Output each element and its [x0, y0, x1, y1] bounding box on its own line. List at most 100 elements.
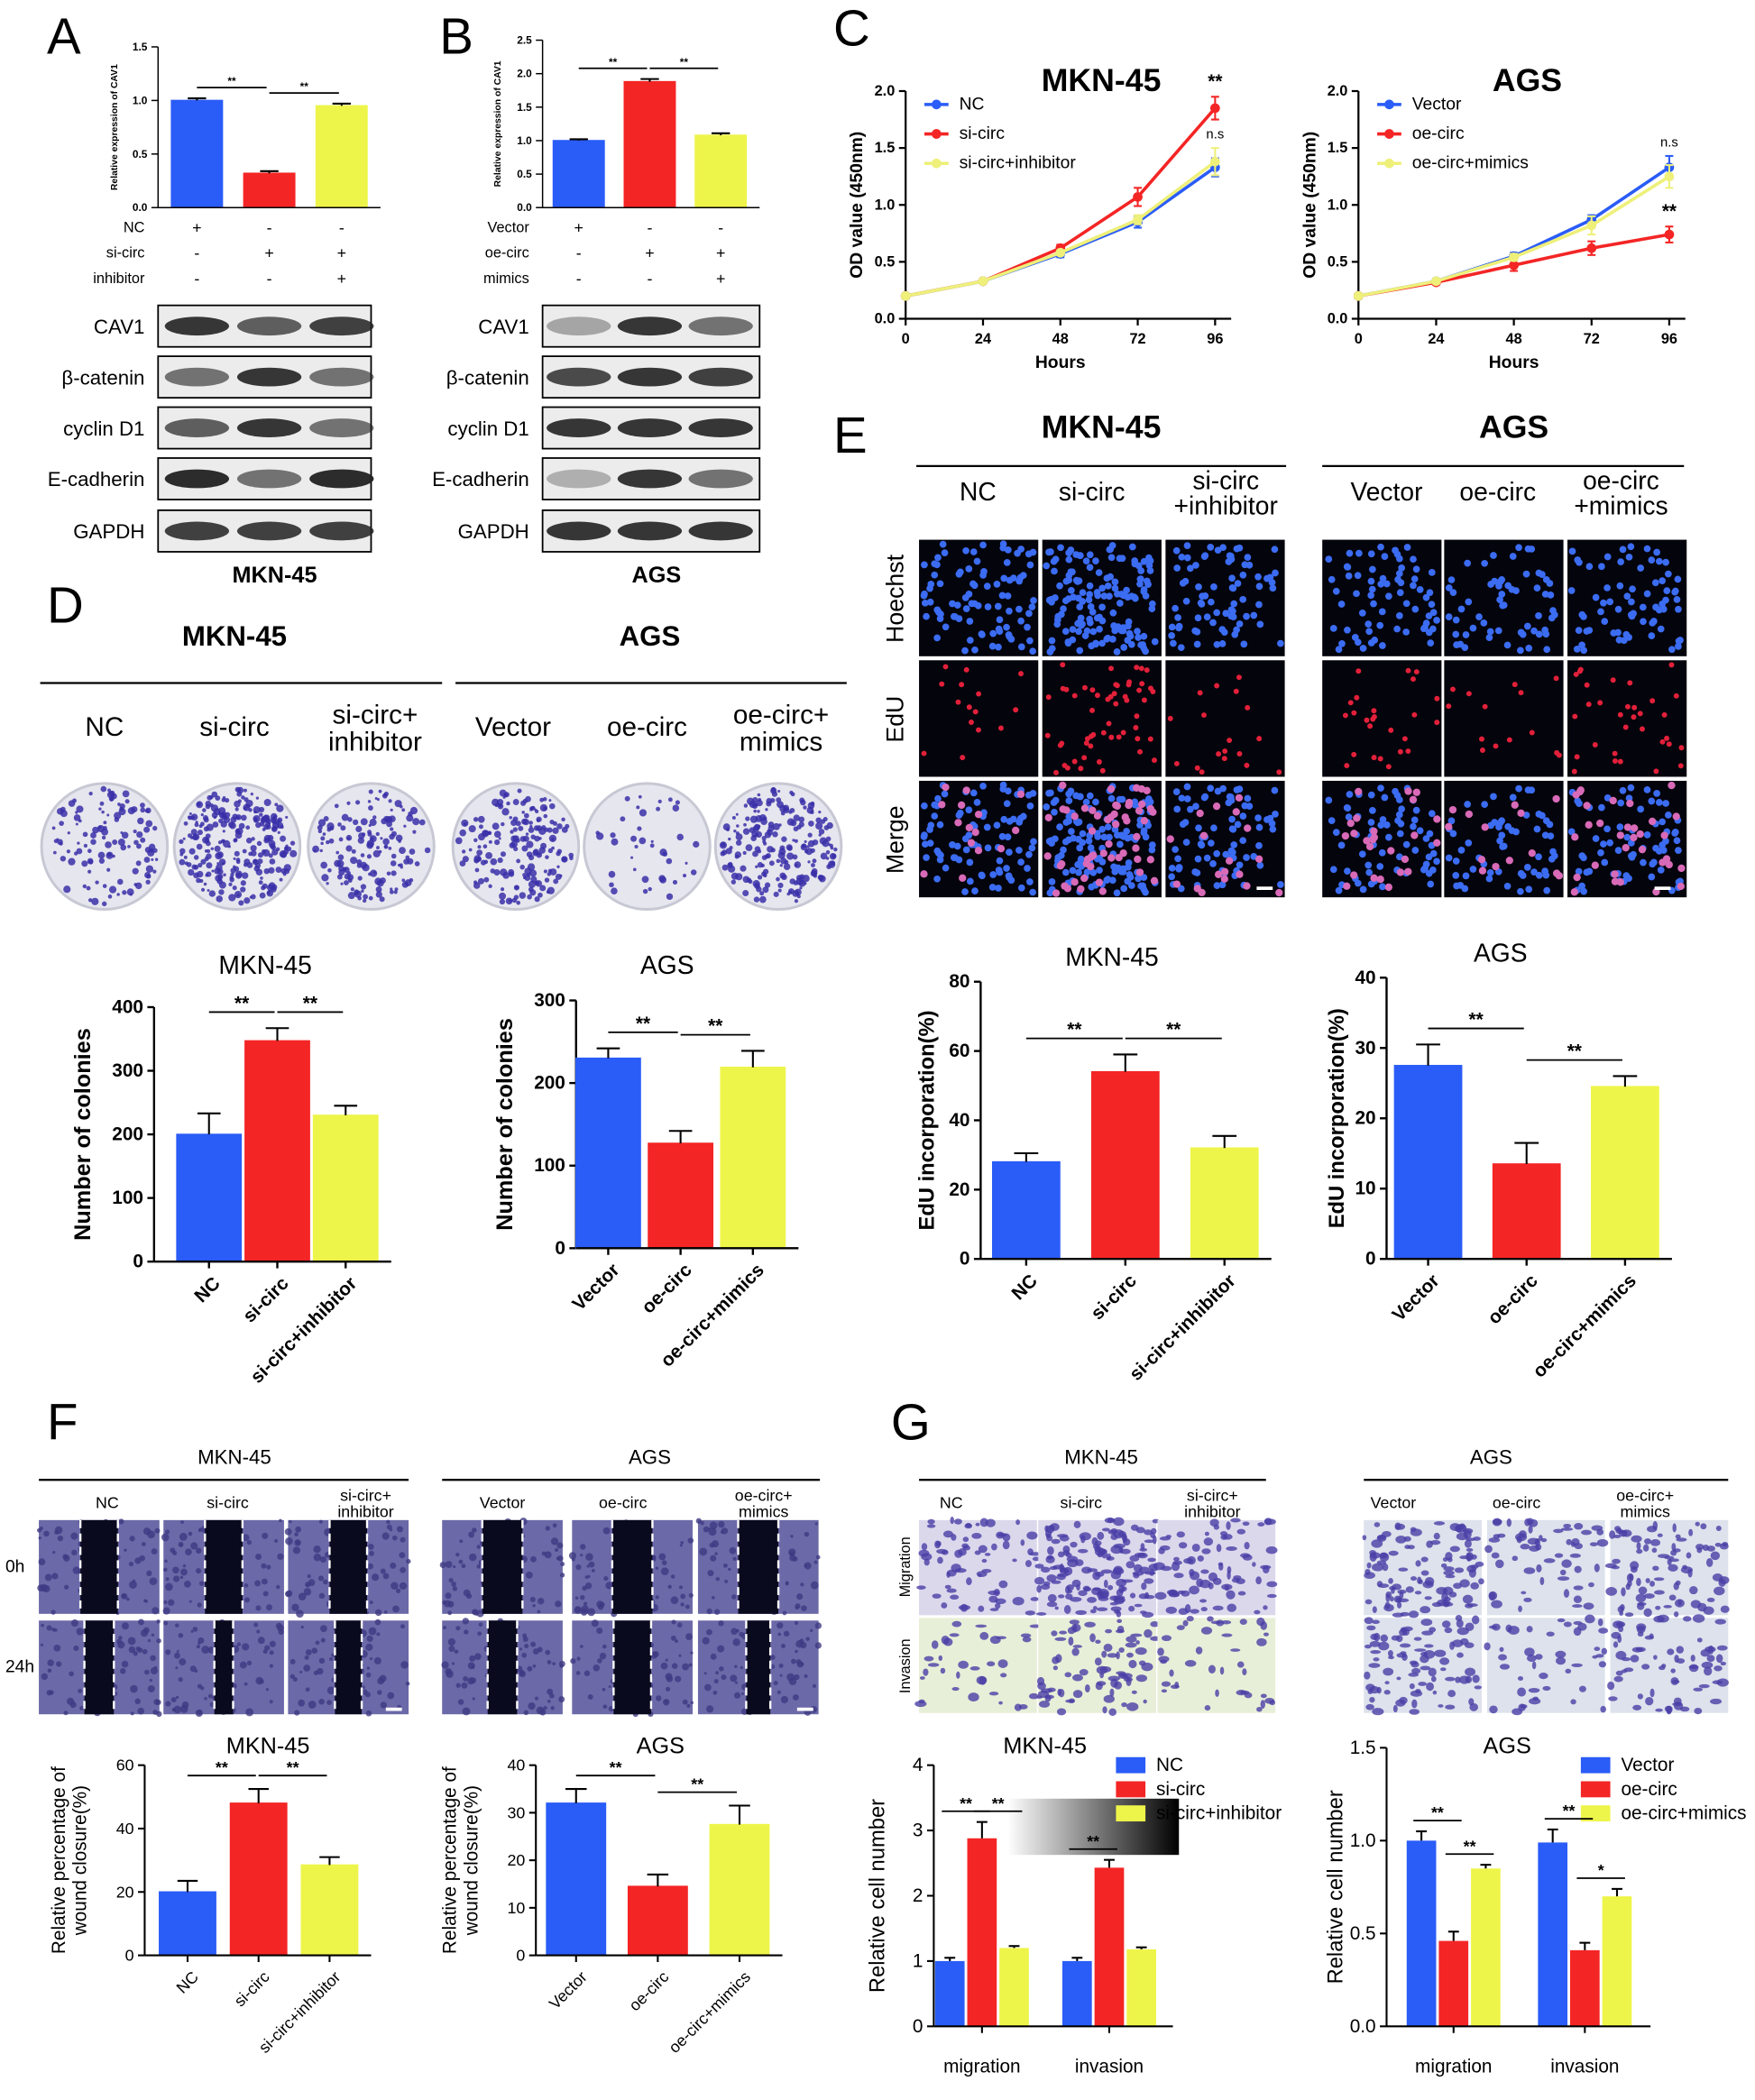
cell: [1221, 1633, 1233, 1637]
nucleus: [1628, 612, 1636, 620]
nucleus: [1207, 598, 1215, 606]
cell: [1073, 1520, 1081, 1528]
nucleus: [1068, 586, 1075, 594]
colony: [755, 865, 758, 868]
colony: [83, 843, 87, 848]
cell: [1447, 1690, 1456, 1698]
colony: [179, 852, 184, 857]
cell: [1589, 1542, 1598, 1546]
cell: [987, 1661, 996, 1667]
edu-nucleus: [1108, 734, 1115, 740]
colony: [136, 843, 142, 849]
colony: [88, 791, 93, 796]
cell: [121, 1660, 129, 1668]
cell: [918, 1699, 925, 1704]
cell: [294, 1532, 299, 1537]
colony: [482, 830, 489, 837]
cell: [380, 1568, 386, 1574]
nucleus: [1051, 567, 1058, 575]
cell: [165, 1582, 173, 1591]
cell: [1096, 1665, 1108, 1674]
cell: [940, 1667, 946, 1674]
cell: [1617, 1606, 1624, 1613]
nucleus: [1623, 592, 1631, 601]
cell: [277, 1624, 284, 1632]
cell: [522, 1633, 528, 1638]
edu-nucleus: [1636, 830, 1644, 839]
nucleus: [1496, 837, 1503, 845]
cell: [190, 1542, 198, 1550]
cell: [1044, 1694, 1054, 1700]
cell: [443, 1626, 446, 1630]
colony: [398, 839, 401, 843]
edu-nucleus: [1571, 833, 1579, 841]
nucleus: [1525, 885, 1533, 894]
cell: [1077, 1548, 1089, 1554]
cell: [179, 1658, 187, 1666]
colony: [370, 869, 378, 877]
colony: [519, 864, 525, 870]
colony: [179, 858, 186, 866]
edu-nucleus: [1659, 858, 1667, 867]
colony: [403, 824, 407, 828]
colony: [521, 811, 525, 814]
colony: [120, 844, 127, 851]
cell: [791, 1658, 796, 1664]
cell-line-label: AGS: [632, 563, 682, 588]
x-tick-label: 96: [1661, 331, 1677, 347]
nucleus: [1183, 783, 1191, 791]
colony: [528, 821, 533, 825]
nucleus: [1255, 601, 1263, 609]
colony: [59, 821, 64, 827]
cell: [608, 1685, 611, 1689]
nucleus: [1061, 628, 1070, 636]
nucleus: [1256, 861, 1264, 869]
point: [1586, 220, 1597, 231]
colony: [793, 826, 799, 832]
colony: [783, 863, 791, 870]
colony: [815, 817, 822, 823]
colony: [218, 812, 225, 819]
nucleus: [1499, 843, 1506, 850]
edu-nucleus: [1631, 714, 1637, 720]
nucleus: [1207, 839, 1215, 847]
cell: [1424, 1644, 1434, 1648]
colony: [258, 852, 263, 858]
legend-label: oe-circ+mimics: [1621, 1803, 1746, 1824]
nucleus: [1219, 544, 1227, 552]
cell: [740, 1692, 745, 1695]
edu-nucleus: [1078, 766, 1084, 772]
cell: [602, 1644, 607, 1649]
edu-nucleus: [1371, 714, 1377, 720]
colony: [280, 835, 287, 842]
point: [1133, 215, 1143, 225]
cell: [1000, 1673, 1007, 1678]
y-tick-label: 10: [507, 1899, 525, 1917]
edu-nucleus: [1107, 813, 1115, 821]
nucleus: [1107, 554, 1116, 562]
edu-nucleus: [1371, 708, 1377, 714]
nucleus: [1543, 646, 1551, 654]
scale-bar: [796, 1707, 813, 1711]
nucleus: [1061, 868, 1070, 876]
cell: [1621, 1587, 1626, 1597]
nucleus: [1239, 595, 1247, 603]
cell: [1421, 1630, 1434, 1636]
cell: [703, 1526, 710, 1533]
colony: [753, 809, 757, 813]
cell: [365, 1672, 372, 1678]
cell: [1365, 1703, 1374, 1710]
condition-label: +mimics: [1574, 491, 1668, 520]
cell: [1068, 1637, 1074, 1646]
cell: [458, 1559, 464, 1564]
colony: [209, 802, 214, 808]
dish: [583, 782, 712, 912]
cell: [1034, 1576, 1045, 1585]
edu-nucleus: [1138, 800, 1146, 809]
cell: [541, 1551, 547, 1556]
cell: [1379, 1552, 1388, 1559]
cell: [1383, 1690, 1391, 1695]
cell: [147, 1684, 155, 1692]
colony: [386, 871, 391, 876]
edu-nucleus: [1376, 876, 1384, 884]
